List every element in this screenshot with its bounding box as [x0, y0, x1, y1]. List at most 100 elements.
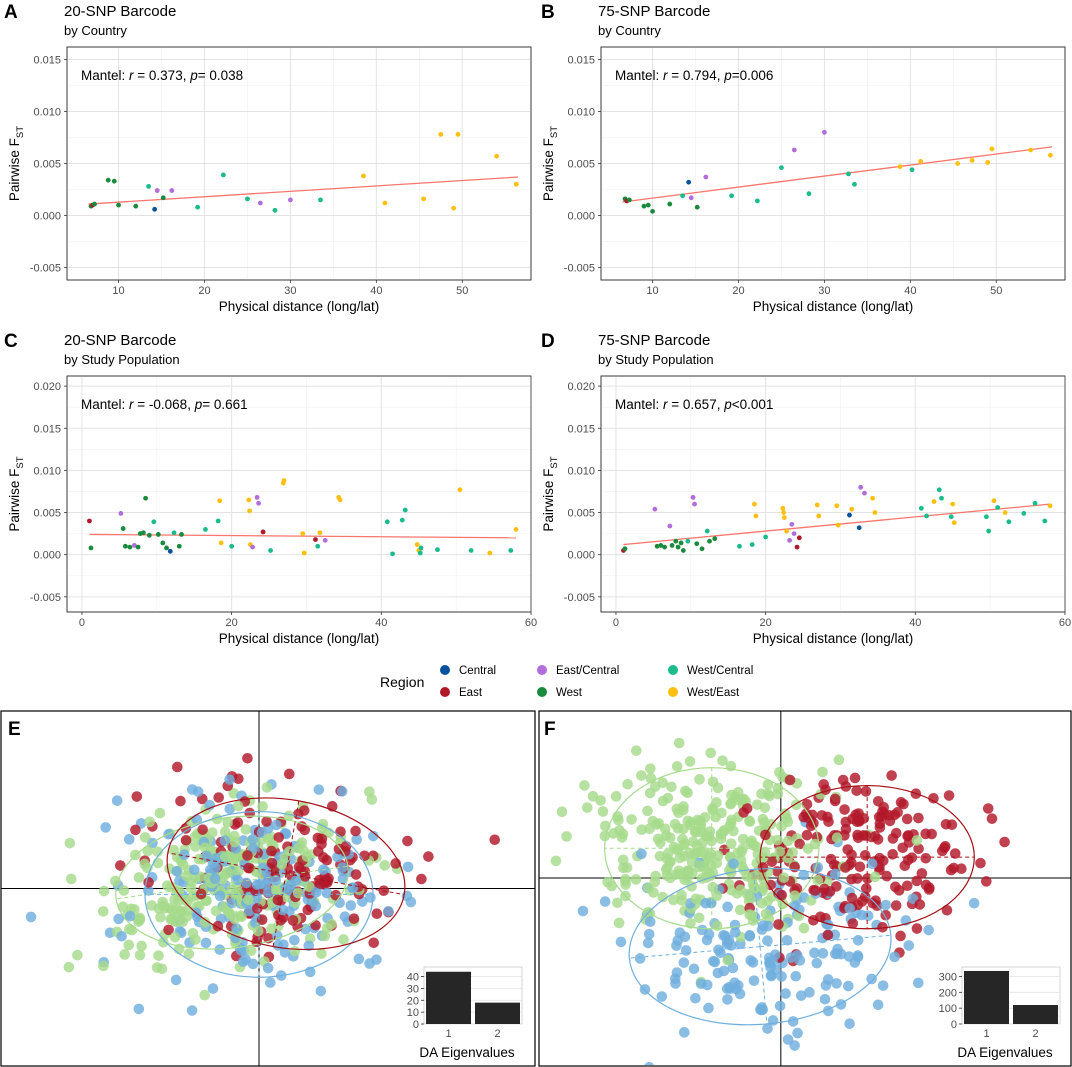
- annotation-part: r: [663, 68, 668, 83]
- da-point: [337, 862, 348, 873]
- data-point: [281, 478, 287, 483]
- da-point: [265, 977, 276, 988]
- panel-subtitle: by Country: [598, 23, 661, 38]
- da-point: [210, 905, 222, 917]
- data-point: [288, 197, 293, 203]
- da-point: [669, 818, 681, 830]
- x-tick-label: 0: [613, 617, 619, 629]
- da-point: [231, 923, 242, 934]
- data-point: [250, 544, 256, 550]
- data-point: [513, 527, 519, 532]
- data-point: [749, 542, 755, 547]
- da-point: [134, 912, 146, 924]
- eigen-x-label: 1: [445, 1028, 451, 1040]
- da-point: [152, 846, 163, 857]
- da-point: [785, 952, 797, 963]
- annotation-part: Mantel:: [615, 397, 663, 412]
- data-point: [692, 501, 697, 507]
- x-tick-label: 0: [79, 617, 85, 629]
- da-point: [366, 794, 378, 805]
- da-point: [671, 761, 683, 772]
- da-point: [197, 824, 208, 835]
- data-point: [169, 188, 175, 193]
- da-point: [244, 905, 255, 917]
- da-point: [367, 830, 379, 842]
- y-tick-label: 0.005: [567, 159, 595, 171]
- data-point: [195, 204, 201, 210]
- panel-title: 20-SNP Barcode: [64, 3, 176, 20]
- y-tick-label: 0.005: [33, 508, 61, 520]
- da-point: [735, 884, 746, 896]
- data-point: [784, 528, 789, 534]
- data-point: [694, 204, 700, 210]
- data-point: [135, 544, 141, 550]
- da-point: [615, 936, 627, 948]
- data-point: [986, 528, 992, 534]
- x-tick-label: 40: [375, 617, 387, 629]
- da-point: [781, 934, 793, 946]
- da-point: [113, 913, 124, 925]
- da-point: [170, 974, 182, 986]
- da-point: [751, 799, 763, 810]
- da-point: [257, 801, 268, 812]
- da-point: [774, 766, 785, 778]
- da-point: [550, 855, 562, 867]
- da-point: [224, 774, 235, 785]
- da-point: [351, 834, 362, 845]
- data-point: [384, 519, 390, 525]
- data-point: [179, 532, 184, 537]
- x-axis-label: Physical distance (long/lat): [219, 631, 380, 646]
- ellipse-axis: [629, 946, 761, 959]
- y-tick-label: 0.010: [567, 465, 595, 477]
- data-point: [780, 505, 786, 511]
- da-point: [744, 816, 756, 827]
- da-point: [144, 816, 155, 828]
- da-point: [877, 855, 889, 866]
- da-point: [292, 887, 304, 899]
- data-point: [673, 538, 679, 544]
- da-point: [340, 841, 352, 852]
- data-point: [856, 525, 862, 531]
- da-point: [179, 849, 190, 860]
- da-point: [489, 834, 501, 846]
- data-point: [254, 494, 260, 500]
- x-tick-label: 10: [112, 285, 124, 297]
- data-point: [948, 514, 954, 520]
- da-point: [694, 774, 705, 785]
- data-point: [847, 512, 852, 518]
- da-point: [316, 948, 327, 959]
- da-point: [914, 899, 926, 910]
- da-point: [645, 763, 656, 774]
- data-point: [1042, 518, 1048, 524]
- data-point: [924, 513, 929, 519]
- da-point: [676, 889, 687, 901]
- data-point: [133, 203, 139, 209]
- y-axis-label: Pairwise FST: [541, 456, 560, 531]
- data-point: [737, 543, 742, 549]
- da-point: [229, 913, 241, 925]
- da-point: [684, 756, 696, 767]
- da-point: [214, 890, 226, 902]
- ellipse-axis: [759, 946, 768, 1024]
- data-point: [931, 499, 937, 504]
- da-point: [251, 879, 263, 890]
- da-point: [311, 886, 322, 898]
- da-point: [887, 833, 899, 844]
- da-point: [345, 900, 357, 911]
- da-point: [837, 774, 849, 786]
- da-point: [830, 948, 841, 960]
- da-point: [852, 934, 864, 946]
- da-point: [337, 873, 349, 884]
- da-point: [261, 782, 273, 793]
- da-point: [946, 819, 958, 831]
- da-point: [804, 987, 815, 998]
- data-point: [256, 500, 261, 506]
- da-point: [668, 894, 679, 906]
- da-point: [613, 917, 625, 929]
- da-point: [98, 885, 110, 897]
- da-point: [741, 870, 752, 882]
- da-point: [673, 737, 685, 749]
- x-tick-label: 20: [198, 285, 210, 297]
- data-point: [704, 528, 710, 534]
